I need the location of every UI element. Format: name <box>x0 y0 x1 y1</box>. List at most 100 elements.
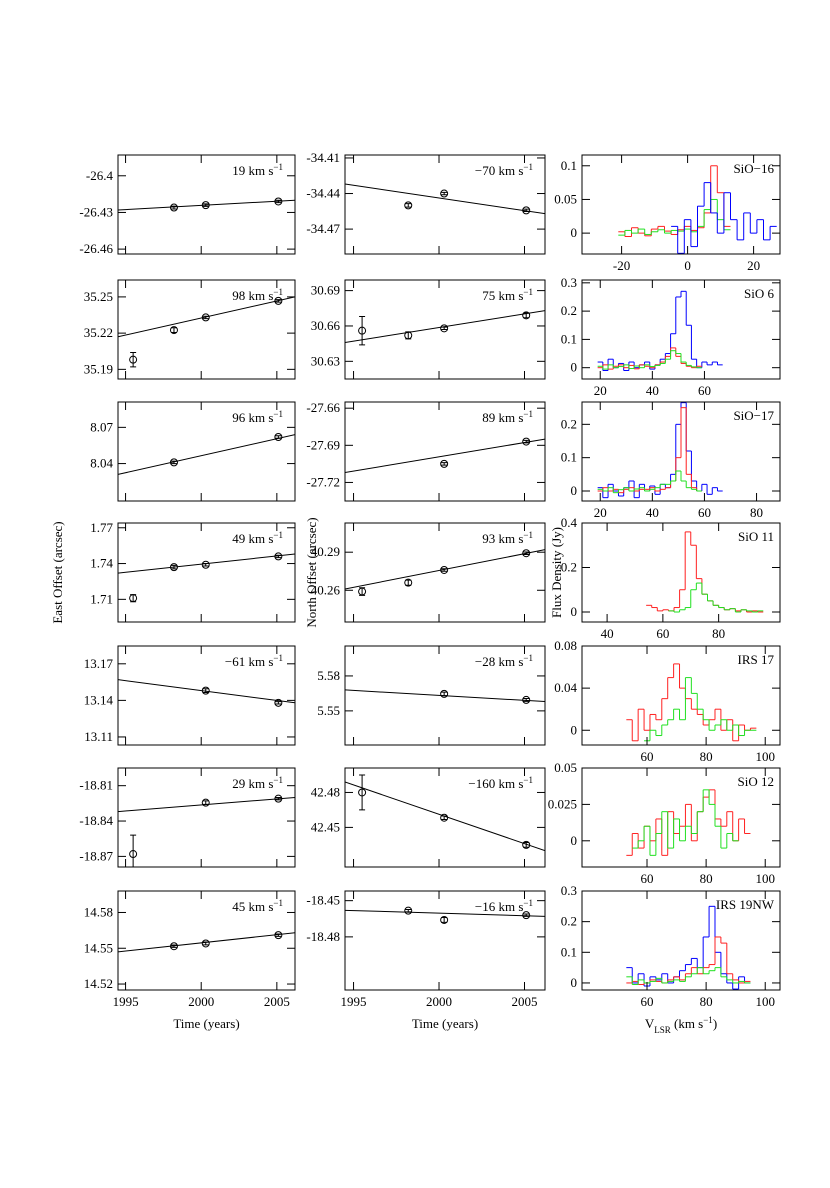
text-part: −61 km s <box>225 654 274 669</box>
error-bar <box>405 908 412 913</box>
error-bar <box>130 351 137 368</box>
data-point <box>440 689 449 698</box>
y-tick-label: 0.2 <box>561 303 577 318</box>
fit-line <box>345 183 545 215</box>
x-tick-label: 60 <box>656 626 669 641</box>
x-axis-label: Time (years) <box>173 1016 239 1031</box>
plot-area <box>597 402 723 499</box>
panel: -18.81 -18.84 -18.87 29 km s−1 <box>79 767 296 868</box>
panel-frame <box>581 279 781 380</box>
text-part: V <box>645 1016 655 1031</box>
y-tick-label: -27.72 <box>306 474 340 489</box>
x-tick-label: 2005 <box>264 994 290 1009</box>
panel-frame <box>117 154 296 255</box>
fit-line <box>345 909 545 917</box>
text-part: 49 km s <box>232 531 273 546</box>
plot-area <box>345 906 545 924</box>
error-bar <box>202 315 209 320</box>
y-tick-label: -18.87 <box>79 848 113 863</box>
error-bar <box>523 439 530 444</box>
y-tick-label: -18.81 <box>79 778 113 793</box>
y-tick-label: 0.4 <box>561 515 578 530</box>
panel-frame <box>344 890 546 991</box>
plot-area <box>118 197 295 212</box>
panel: 13.17 13.14 13.11 −61 km s−1 <box>84 645 296 746</box>
x-tick-label: 2000 <box>188 994 214 1009</box>
y-tick-label: 0.1 <box>561 944 577 959</box>
x-tick-label: 40 <box>646 505 659 520</box>
panel-label: 96 km s−1 <box>232 409 283 425</box>
panel-label: 98 km s−1 <box>232 287 283 303</box>
y-axis-label: Flux Density (Jy) <box>549 527 564 618</box>
y-tick-label: -34.47 <box>306 221 340 236</box>
panel-label: −61 km s−1 <box>225 653 283 669</box>
panel-frame <box>117 522 296 623</box>
data-point <box>274 931 283 940</box>
y-tick-label: -26.43 <box>79 204 113 219</box>
data-point <box>169 458 178 467</box>
panel-frame <box>344 645 546 746</box>
x-tick-label: 2000 <box>426 994 452 1009</box>
y-tick-label: -27.69 <box>306 437 340 452</box>
error-bar <box>170 205 177 210</box>
text-part: 45 km s <box>232 899 273 914</box>
plot-area <box>118 552 295 603</box>
panel-frame <box>344 154 546 255</box>
panel-label: SiO−16 <box>733 161 774 176</box>
data-point <box>169 563 178 572</box>
text-part: −1 <box>523 775 533 785</box>
error-bar <box>170 327 177 334</box>
data-point <box>522 437 531 446</box>
data-point <box>169 942 178 951</box>
panel-frame <box>344 279 546 380</box>
error-bar <box>275 199 282 204</box>
plot-area <box>597 290 723 372</box>
y-tick-label: 14.58 <box>84 904 113 919</box>
y-tick-label: -26.4 <box>86 168 114 183</box>
text-part: Time (years) <box>412 1016 478 1031</box>
fit-line <box>118 199 295 211</box>
error-bar <box>523 842 530 848</box>
data-point <box>522 206 531 215</box>
plot-area <box>626 789 751 856</box>
x-tick-label: 80 <box>750 505 763 520</box>
plot-area <box>345 774 545 852</box>
y-tick-label: -34.44 <box>306 186 340 201</box>
error-bar <box>170 460 177 465</box>
y-tick-label: -27.66 <box>306 400 340 415</box>
y-tick-label: 0.1 <box>561 450 577 465</box>
text-part: 98 km s <box>232 288 273 303</box>
y-tick-label: -18.45 <box>306 893 340 908</box>
data-point <box>440 813 449 822</box>
x-tick-label: 1995 <box>341 994 367 1009</box>
y-tick-label: 0.2 <box>561 914 577 929</box>
error-bar <box>170 944 177 948</box>
y-tick-label: 0 <box>571 604 578 619</box>
y-tick-label: 0.025 <box>548 796 577 811</box>
text-part: 75 km s <box>482 288 523 303</box>
panel-frame <box>581 890 781 991</box>
plot-area <box>646 531 764 613</box>
y-tick-label: -34.41 <box>306 150 340 165</box>
x-tick-label: 100 <box>755 994 775 1009</box>
panel: -34.41 -34.44 -34.47 −70 km s−1 <box>306 150 546 255</box>
error-bar <box>275 933 282 937</box>
plot-area <box>345 689 545 704</box>
plot-area <box>345 437 545 474</box>
text-part: −1 <box>523 162 533 172</box>
x-axis-label: Time (years) <box>412 1016 478 1031</box>
y-tick-label: 13.14 <box>84 692 114 707</box>
y-tick-label: 35.19 <box>84 361 113 376</box>
error-bar <box>275 435 282 439</box>
y-tick-label: 0.2 <box>561 416 577 431</box>
y-tick-label: 0.1 <box>561 331 577 346</box>
data-point <box>440 324 449 333</box>
x-tick-label: 0 <box>684 258 691 273</box>
x-tick-label: 80 <box>700 871 713 886</box>
y-tick-label: 13.11 <box>84 729 113 744</box>
x-tick-label: 40 <box>601 626 614 641</box>
y-tick-label: 5.55 <box>317 703 340 718</box>
y-axis-label: North Offset (arcsec) <box>304 517 319 627</box>
panel-label: 75 km s−1 <box>482 287 533 303</box>
error-bar <box>441 691 448 697</box>
